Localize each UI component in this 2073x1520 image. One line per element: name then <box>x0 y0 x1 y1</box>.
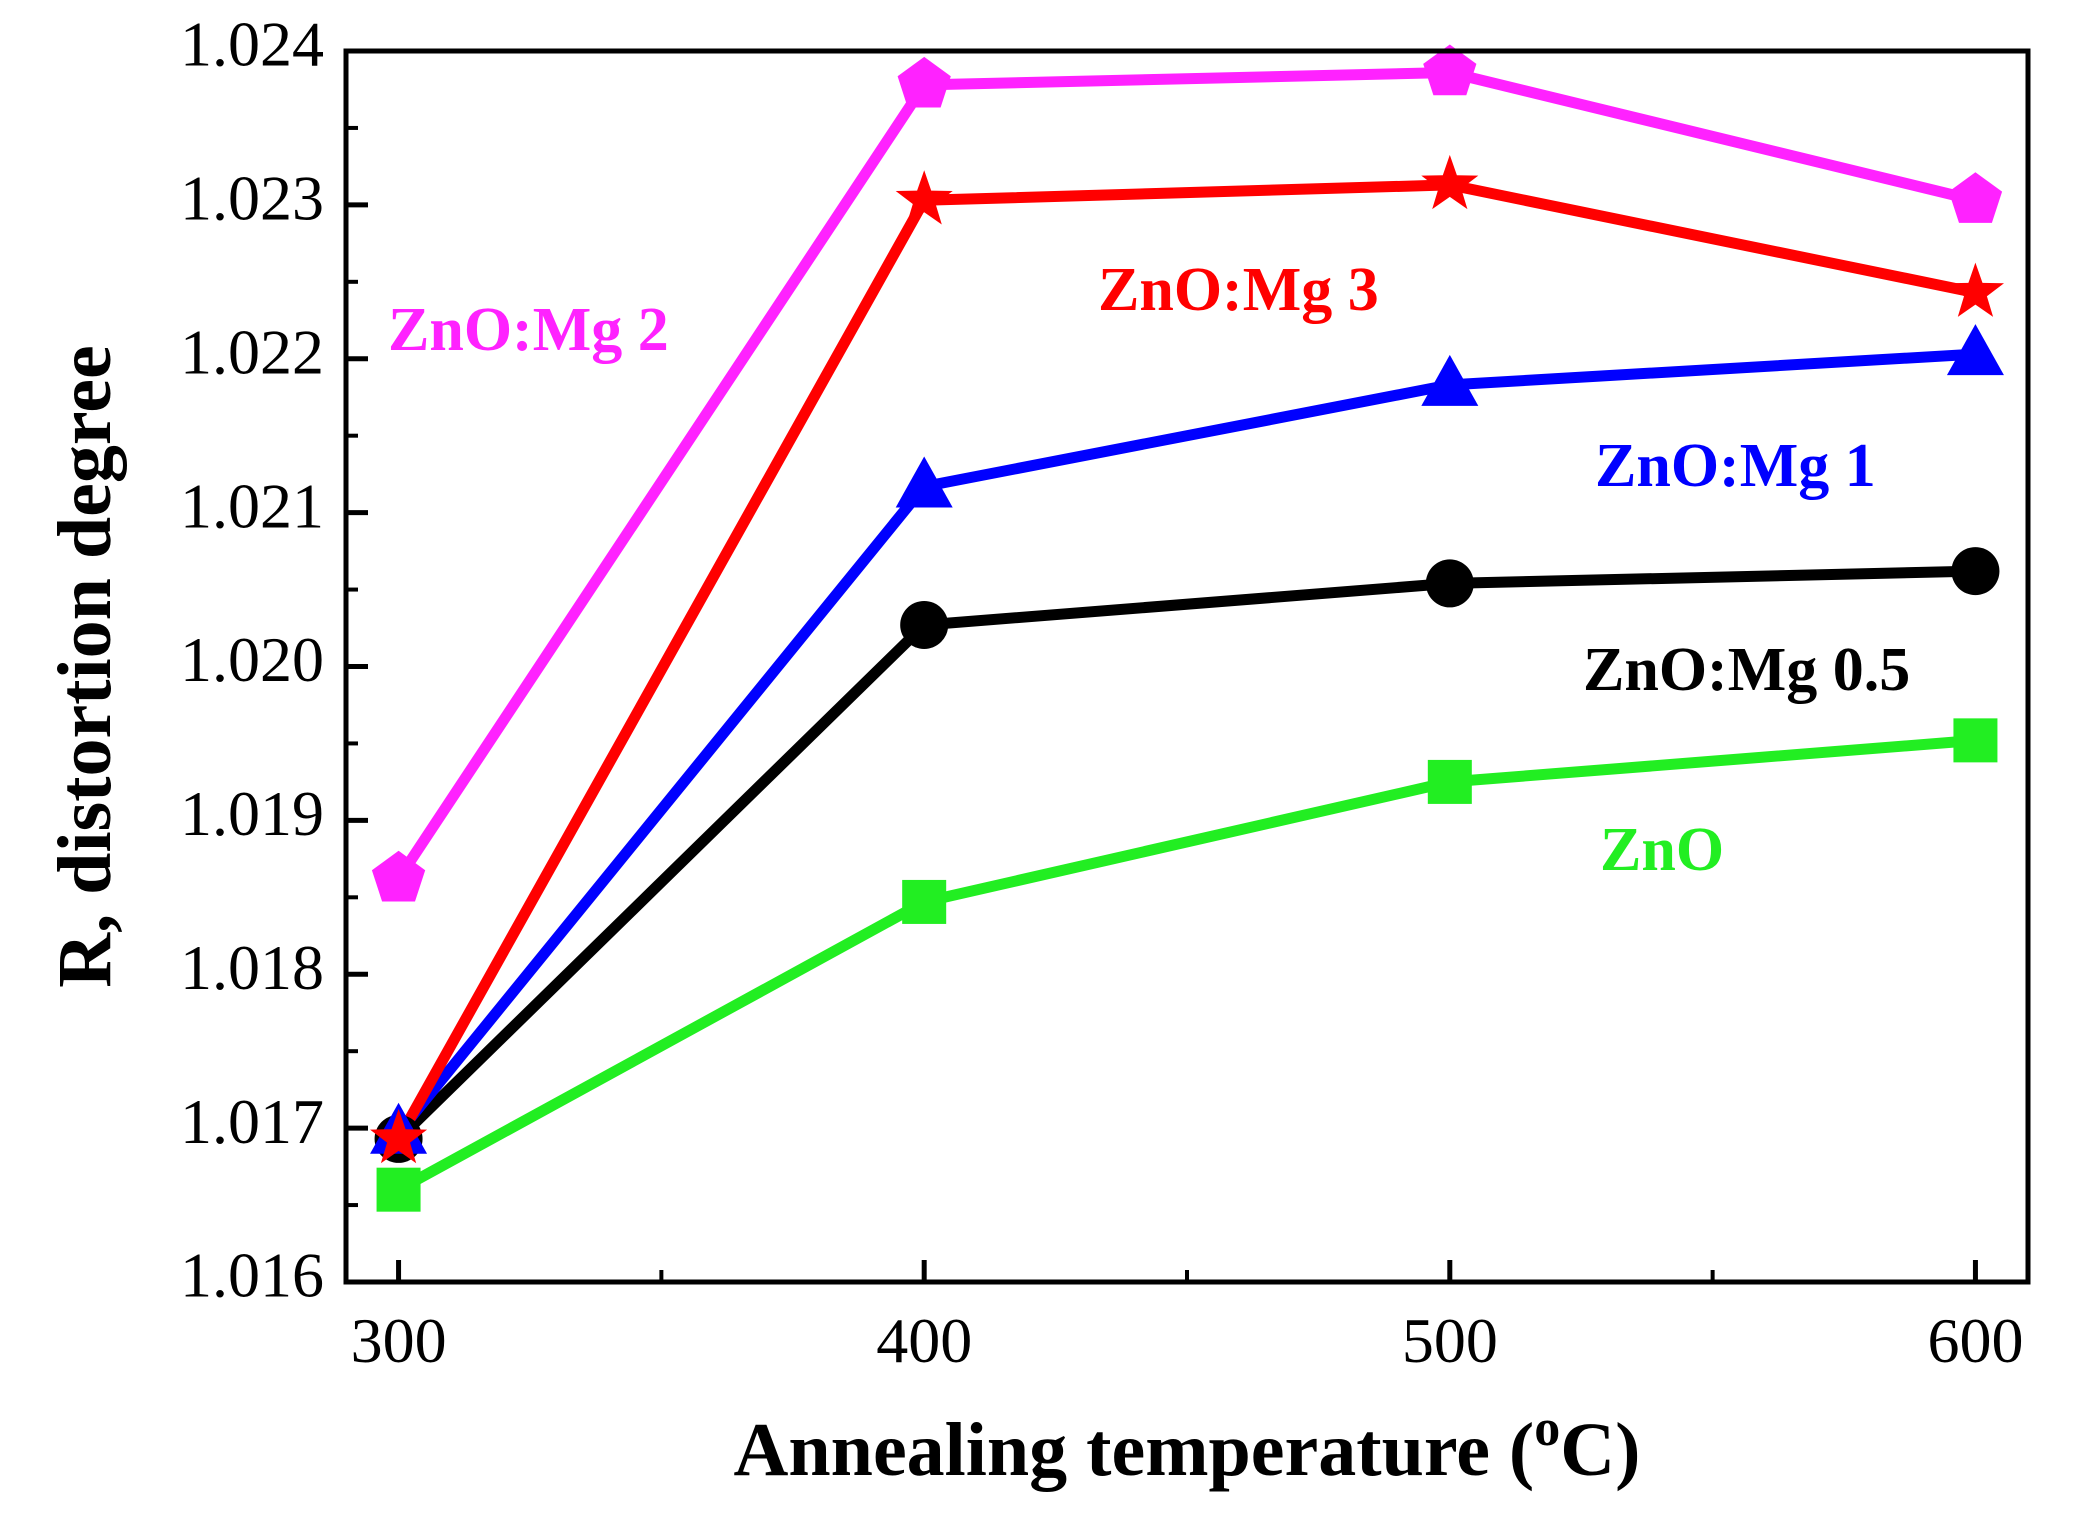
data-point-zno-mg-3 <box>895 170 953 225</box>
x-tick-label: 500 <box>1402 1305 1498 1376</box>
series-label-zno-mg-2: ZnO:Mg 2 <box>388 296 669 364</box>
series-label-zno-mg-3: ZnO:Mg 3 <box>1098 256 1379 324</box>
y-tick-label: 1.021 <box>180 470 324 541</box>
data-point-zno <box>1427 759 1472 804</box>
series-label-zno-mg-1: ZnO:Mg 1 <box>1595 432 1876 500</box>
series-label-zno: ZnO <box>1600 816 1724 884</box>
data-point-zno-mg-0-5 <box>900 600 949 649</box>
data-point-zno-mg-0-5 <box>1951 547 2000 596</box>
y-tick-label: 1.017 <box>180 1086 324 1157</box>
x-tick-label: 300 <box>351 1305 447 1376</box>
data-point-zno-mg-3 <box>370 1108 428 1164</box>
y-axis-title: R, distortion degree <box>43 345 127 987</box>
data-point-zno-mg-3 <box>1421 154 1479 210</box>
data-point-zno <box>376 1167 421 1212</box>
series-line-zno <box>395 734 1976 1195</box>
y-tick-label: 1.016 <box>180 1240 324 1311</box>
data-point-zno-mg-2 <box>897 56 951 108</box>
y-tick-label: 1.023 <box>180 163 324 234</box>
series-line-zno-mg-3 <box>393 179 1977 1142</box>
data-point-zno-mg-1 <box>1421 354 1479 406</box>
y-tick-label: 1.020 <box>180 624 324 695</box>
series-line-zno-mg-0-5 <box>394 565 1976 1143</box>
data-point-zno-mg-3 <box>1946 262 2004 317</box>
y-axis-ticks <box>346 48 368 1285</box>
data-point-zno-mg-2 <box>1948 172 2003 223</box>
y-tick-label: 1.019 <box>180 778 324 849</box>
data-point-zno-mg-1 <box>895 456 953 508</box>
series-line-zno-mg-2 <box>394 67 1977 882</box>
x-axis-ticks <box>396 1260 1978 1282</box>
y-tick-label: 1.018 <box>180 932 324 1003</box>
x-tick-label: 600 <box>1927 1305 2023 1376</box>
data-point-zno-mg-2 <box>371 850 426 902</box>
data-point-zno-mg-0-5 <box>1425 559 1474 608</box>
data-point-zno <box>1953 718 1998 763</box>
series-line-zno-mg-1 <box>394 348 1976 1137</box>
x-axis-title: Annealing temperature (oC) <box>734 1400 1641 1492</box>
y-tick-label: 1.024 <box>180 9 324 80</box>
data-point-zno <box>902 879 947 924</box>
y-tick-label: 1.022 <box>180 316 324 387</box>
series-markers <box>370 44 2004 1212</box>
data-point-zno-mg-2 <box>1423 44 1477 96</box>
series-lines <box>393 67 1977 1195</box>
data-point-zno-mg-1 <box>1946 324 2004 376</box>
x-tick-label: 400 <box>876 1305 972 1376</box>
series-label-zno-mg-0-5: ZnO:Mg 0.5 <box>1583 636 1910 704</box>
